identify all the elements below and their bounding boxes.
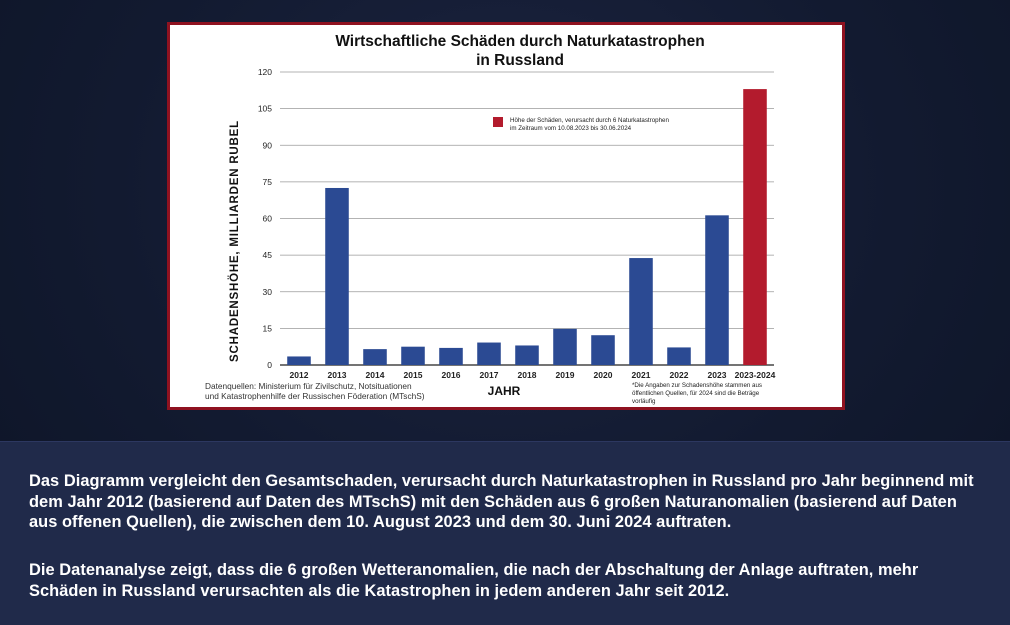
legend-swatch: [493, 117, 503, 127]
y-tick-label: 120: [258, 67, 272, 77]
bar-2012: [287, 356, 311, 365]
bar-2018: [515, 345, 539, 365]
x-tick-labels: 2012 2013 2014 2015 2016 2017 2018 2019 2020 2021…: [290, 370, 776, 380]
bar-2020: [591, 335, 615, 365]
x-tick-label: 2023-2024: [735, 370, 776, 380]
y-tick-label: 15: [263, 323, 273, 333]
bar-2017: [477, 342, 501, 365]
x-tick-label: 2021: [632, 370, 651, 380]
bar-2021: [629, 258, 653, 365]
x-tick-label: 2015: [404, 370, 423, 380]
bar-2015: [401, 346, 425, 365]
x-tick-label: 2022: [670, 370, 689, 380]
caption-paragraph-1: Das Diagramm vergleicht den Gesamtschade…: [29, 472, 974, 531]
x-tick-label: 2014: [366, 370, 385, 380]
x-tick-label: 2013: [328, 370, 347, 380]
y-tick-label: 90: [263, 140, 273, 150]
caption-panel: Das Diagramm vergleicht den Gesamtschade…: [0, 441, 1010, 625]
note-line3: vorläufig: [632, 398, 656, 405]
chart-card: Wirtschaftliche Schäden durch Naturkatas…: [167, 22, 845, 410]
bar-2016: [439, 347, 463, 365]
note-line2: öffentlichen Quellen, für 2024 sind die …: [632, 390, 760, 397]
x-axis-label: JAHR: [488, 384, 521, 398]
bars: [287, 89, 767, 365]
x-tick-label: 2017: [480, 370, 499, 380]
bar-chart: Wirtschaftliche Schäden durch Naturkatas…: [205, 33, 776, 405]
x-tick-label: 2012: [290, 370, 309, 380]
y-tick-label: 105: [258, 104, 272, 114]
source-line1: Datenquellen: Ministerium für Zivilschut…: [205, 381, 412, 391]
y-axis-label: SCHADENSHÖHE, MILLIARDEN RUBEL: [228, 120, 241, 362]
legend-line2: im Zeitraum vom 10.08.2023 bis 30.06.202…: [510, 125, 632, 132]
x-tick-label: 2016: [442, 370, 461, 380]
note-line1: *Die Angaben zur Schadenshöhe stammen au…: [632, 382, 762, 389]
bar-2023-2024: [743, 89, 767, 365]
gridlines: [280, 71, 774, 366]
y-tick-label: 60: [263, 214, 273, 224]
y-tick-labels: 0 15 30 45 60 75 90 105 120: [258, 67, 272, 370]
source-line2: und Katastrophenhilfe der Russischen Föd…: [205, 391, 425, 401]
bar-2022: [667, 347, 691, 365]
y-tick-label: 45: [263, 250, 273, 260]
chart-title-line2: in Russland: [476, 52, 564, 69]
chart-title-line1: Wirtschaftliche Schäden durch Naturkatas…: [335, 33, 704, 50]
y-tick-label: 0: [267, 360, 272, 370]
legend-line1: Höhe der Schäden, verursacht durch 6 Nat…: [510, 117, 669, 124]
x-tick-label: 2019: [556, 370, 575, 380]
bar-2014: [363, 349, 387, 365]
bar-2019: [553, 328, 577, 365]
x-tick-label: 2018: [518, 370, 537, 380]
bar-2023: [705, 215, 729, 365]
x-tick-label: 2020: [594, 370, 613, 380]
bar-2013: [325, 187, 349, 365]
y-tick-label: 75: [263, 177, 273, 187]
caption-paragraph-2: Die Datenanalyse zeigt, dass die 6 große…: [29, 561, 919, 600]
y-tick-label: 30: [263, 287, 273, 297]
x-tick-label: 2023: [708, 370, 727, 380]
